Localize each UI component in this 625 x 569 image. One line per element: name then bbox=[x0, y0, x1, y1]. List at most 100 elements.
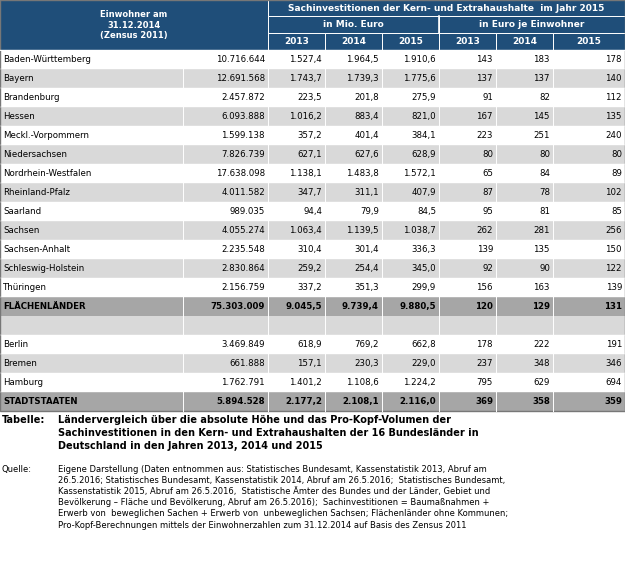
Text: Thüringen: Thüringen bbox=[3, 283, 47, 292]
Text: 102: 102 bbox=[606, 188, 622, 197]
Text: 627,6: 627,6 bbox=[354, 150, 379, 159]
Bar bbox=[0, 316, 625, 335]
Text: 84: 84 bbox=[539, 169, 550, 178]
Text: Nordrhein-Westfalen: Nordrhein-Westfalen bbox=[3, 169, 91, 178]
Text: 2.108,1: 2.108,1 bbox=[342, 397, 379, 406]
Text: 618,9: 618,9 bbox=[298, 340, 322, 349]
Text: 12.691.568: 12.691.568 bbox=[216, 74, 265, 83]
Text: 230,3: 230,3 bbox=[354, 359, 379, 368]
Bar bbox=[0, 373, 625, 392]
Text: Berlin: Berlin bbox=[3, 340, 28, 349]
Text: 2.235.548: 2.235.548 bbox=[221, 245, 265, 254]
Text: 9.739,4: 9.739,4 bbox=[342, 302, 379, 311]
Text: Brandenburg: Brandenburg bbox=[3, 93, 59, 102]
Bar bbox=[496, 33, 553, 50]
Text: 91: 91 bbox=[482, 93, 493, 102]
Text: 1.138,1: 1.138,1 bbox=[289, 169, 322, 178]
Text: Tabelle:: Tabelle: bbox=[2, 415, 46, 425]
Text: 348: 348 bbox=[534, 359, 550, 368]
Text: 769,2: 769,2 bbox=[354, 340, 379, 349]
Text: 346: 346 bbox=[606, 359, 622, 368]
Text: Meckl.-Vorpommern: Meckl.-Vorpommern bbox=[3, 131, 89, 140]
Text: Bayern: Bayern bbox=[3, 74, 34, 83]
Text: FLÄCHENLÄNDER: FLÄCHENLÄNDER bbox=[3, 302, 86, 311]
Text: 137: 137 bbox=[476, 74, 493, 83]
Text: 78: 78 bbox=[539, 188, 550, 197]
Text: 2.177,2: 2.177,2 bbox=[285, 397, 322, 406]
Text: 94,4: 94,4 bbox=[303, 207, 322, 216]
Text: 694: 694 bbox=[606, 378, 622, 387]
Text: 223,5: 223,5 bbox=[298, 93, 322, 102]
Text: 156: 156 bbox=[476, 283, 493, 292]
Bar bbox=[0, 164, 625, 183]
Bar bbox=[0, 259, 625, 278]
Text: Quelle:: Quelle: bbox=[2, 465, 32, 474]
Bar bbox=[268, 0, 625, 16]
Bar bbox=[439, 33, 496, 50]
Text: Ländervergleich über die absolute Höhe und das Pro-Kopf-Volumen der
Sachinvestit: Ländervergleich über die absolute Höhe u… bbox=[58, 415, 479, 451]
Text: 178: 178 bbox=[476, 340, 493, 349]
Bar bbox=[0, 0, 268, 50]
Text: 1.527,4: 1.527,4 bbox=[289, 55, 322, 64]
Text: Sachsen-Anhalt: Sachsen-Anhalt bbox=[3, 245, 70, 254]
Text: 1.910,6: 1.910,6 bbox=[403, 55, 436, 64]
Bar bbox=[0, 69, 625, 88]
Bar bbox=[0, 202, 625, 221]
Text: 2.116,0: 2.116,0 bbox=[399, 397, 436, 406]
Text: 140: 140 bbox=[606, 74, 622, 83]
Bar bbox=[325, 33, 382, 50]
Text: 135: 135 bbox=[534, 245, 550, 254]
Text: 129: 129 bbox=[532, 302, 550, 311]
Bar bbox=[0, 126, 625, 145]
Text: 347,7: 347,7 bbox=[298, 188, 322, 197]
Text: 1.139,5: 1.139,5 bbox=[346, 226, 379, 235]
Bar bbox=[0, 335, 625, 354]
Text: 883,4: 883,4 bbox=[354, 112, 379, 121]
Text: 222: 222 bbox=[534, 340, 550, 349]
Text: 299,9: 299,9 bbox=[412, 283, 436, 292]
Text: 351,3: 351,3 bbox=[354, 283, 379, 292]
Text: 92: 92 bbox=[482, 264, 493, 273]
Text: 384,1: 384,1 bbox=[411, 131, 436, 140]
Text: 85: 85 bbox=[611, 207, 622, 216]
Text: 1.762.791: 1.762.791 bbox=[221, 378, 265, 387]
Text: 4.055.274: 4.055.274 bbox=[221, 226, 265, 235]
Text: 95: 95 bbox=[482, 207, 493, 216]
Text: in Euro je Einwohner: in Euro je Einwohner bbox=[479, 20, 585, 29]
Bar bbox=[0, 145, 625, 164]
Text: 2014: 2014 bbox=[512, 37, 537, 46]
Bar bbox=[0, 354, 625, 373]
Text: 336,3: 336,3 bbox=[411, 245, 436, 254]
Text: 89: 89 bbox=[611, 169, 622, 178]
Text: 1.038,7: 1.038,7 bbox=[403, 226, 436, 235]
Text: 9.880,5: 9.880,5 bbox=[399, 302, 436, 311]
Text: Eigene Darstellung (Daten entnommen aus: Statistisches Bundesamt, Kassenstatisti: Eigene Darstellung (Daten entnommen aus:… bbox=[58, 465, 508, 530]
Text: 145: 145 bbox=[534, 112, 550, 121]
Text: Hamburg: Hamburg bbox=[3, 378, 43, 387]
Text: 150: 150 bbox=[606, 245, 622, 254]
Text: 256: 256 bbox=[606, 226, 622, 235]
Bar bbox=[0, 278, 625, 297]
Text: 6.093.888: 6.093.888 bbox=[221, 112, 265, 121]
Text: 259,2: 259,2 bbox=[298, 264, 322, 273]
Bar bbox=[382, 33, 439, 50]
Bar bbox=[0, 88, 625, 107]
Text: 311,1: 311,1 bbox=[354, 188, 379, 197]
Text: 112: 112 bbox=[606, 93, 622, 102]
Text: 251: 251 bbox=[534, 131, 550, 140]
Text: 240: 240 bbox=[606, 131, 622, 140]
Text: 345,0: 345,0 bbox=[411, 264, 436, 273]
Text: 135: 135 bbox=[606, 112, 622, 121]
Text: Sachinvestitionen der Kern- und Extrahaushalte  im Jahr 2015: Sachinvestitionen der Kern- und Extrahau… bbox=[288, 3, 605, 13]
Text: 5.894.528: 5.894.528 bbox=[216, 397, 265, 406]
Text: 629: 629 bbox=[534, 378, 550, 387]
Text: 2013: 2013 bbox=[284, 37, 309, 46]
Text: 358: 358 bbox=[532, 397, 550, 406]
Text: 65: 65 bbox=[482, 169, 493, 178]
Text: 82: 82 bbox=[539, 93, 550, 102]
Text: 143: 143 bbox=[476, 55, 493, 64]
Bar bbox=[0, 107, 625, 126]
Text: 2.156.759: 2.156.759 bbox=[221, 283, 265, 292]
Text: Einwohner am
31.12.2014
(Zensus 2011): Einwohner am 31.12.2014 (Zensus 2011) bbox=[100, 10, 168, 40]
Text: 137: 137 bbox=[534, 74, 550, 83]
